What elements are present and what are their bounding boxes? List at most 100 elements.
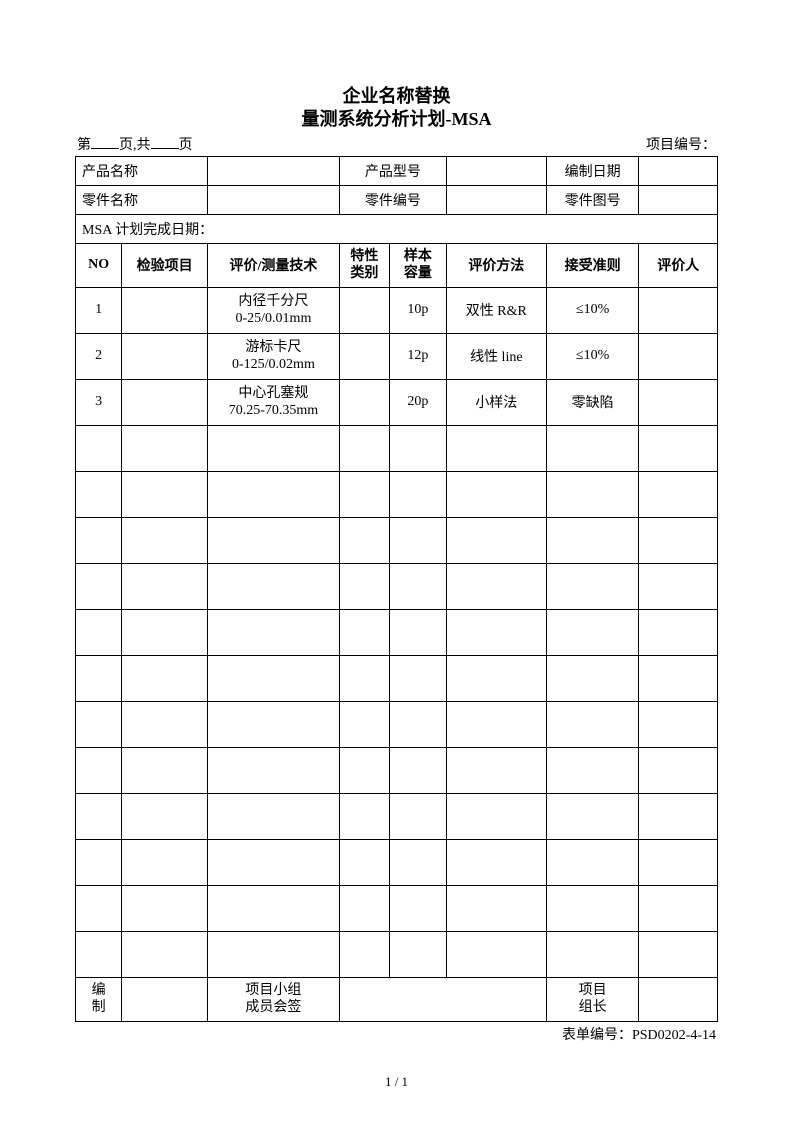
product-model-value	[446, 156, 546, 185]
cell-no	[76, 885, 122, 931]
cell-criteria	[546, 747, 639, 793]
table-row	[76, 885, 718, 931]
table-row	[76, 425, 718, 471]
product-model-label: 产品型号	[339, 156, 446, 185]
cell-person	[639, 287, 718, 333]
table-row	[76, 793, 718, 839]
cell-item	[122, 425, 208, 471]
cell-criteria	[546, 517, 639, 563]
title-block: 企业名称替换 量测系统分析计划-MSA	[75, 85, 718, 132]
cell-item	[122, 563, 208, 609]
leader-label: 项目组长	[546, 977, 639, 1021]
compile-value	[122, 977, 208, 1021]
cell-no: 2	[76, 333, 122, 379]
part-name-value	[207, 185, 339, 214]
cell-sample	[389, 885, 446, 931]
cell-item	[122, 333, 208, 379]
col-char: 特性类别	[339, 243, 389, 287]
form-number: 表单编号：PSD0202-4-14	[75, 1022, 718, 1044]
cell-sample: 10p	[389, 287, 446, 333]
cell-char	[339, 747, 389, 793]
signoff-row: 编制 项目小组成员会签 项目组长	[76, 977, 718, 1021]
cell-method	[446, 701, 546, 747]
cell-criteria	[546, 885, 639, 931]
part-no-label: 零件编号	[339, 185, 446, 214]
cell-person	[639, 931, 718, 977]
cell-item	[122, 287, 208, 333]
top-line: 第页,共页 项目编号：	[75, 134, 718, 156]
cell-person	[639, 425, 718, 471]
cell-no	[76, 655, 122, 701]
cell-method	[446, 563, 546, 609]
table-row: 2游标卡尺0-125/0.02mm12p线性 line≤10%	[76, 333, 718, 379]
cell-no	[76, 471, 122, 517]
cell-person	[639, 701, 718, 747]
cell-criteria	[546, 471, 639, 517]
cell-tech: 内径千分尺0-25/0.01mm	[207, 287, 339, 333]
table-row	[76, 609, 718, 655]
cell-tech	[207, 609, 339, 655]
cell-char	[339, 517, 389, 563]
cell-method	[446, 425, 546, 471]
cell-method	[446, 931, 546, 977]
cell-item	[122, 931, 208, 977]
cell-char	[339, 471, 389, 517]
cell-criteria	[546, 425, 639, 471]
cell-item	[122, 839, 208, 885]
leader-value	[639, 977, 718, 1021]
table-row	[76, 839, 718, 885]
table-row: 3中心孔塞规70.25-70.35mm20p小样法零缺陷	[76, 379, 718, 425]
cell-tech	[207, 563, 339, 609]
page-current-blank	[91, 135, 119, 149]
cell-no	[76, 517, 122, 563]
cell-person	[639, 885, 718, 931]
cell-person	[639, 471, 718, 517]
doc-title: 量测系统分析计划-MSA	[75, 108, 718, 131]
table-row	[76, 701, 718, 747]
cell-sample	[389, 839, 446, 885]
cell-criteria: ≤10%	[546, 333, 639, 379]
cell-sample	[389, 747, 446, 793]
cell-char	[339, 609, 389, 655]
cell-person	[639, 655, 718, 701]
cell-item	[122, 517, 208, 563]
table-row	[76, 563, 718, 609]
col-method: 评价方法	[446, 243, 546, 287]
cell-criteria	[546, 839, 639, 885]
cell-method: 小样法	[446, 379, 546, 425]
cell-no	[76, 609, 122, 655]
cell-tech	[207, 747, 339, 793]
cell-person	[639, 563, 718, 609]
cell-person	[639, 333, 718, 379]
page: 企业名称替换 量测系统分析计划-MSA 第页,共页 项目编号： 产品名称 产品型…	[0, 0, 793, 1122]
cell-tech: 中心孔塞规70.25-70.35mm	[207, 379, 339, 425]
cell-no	[76, 563, 122, 609]
cell-char	[339, 563, 389, 609]
cell-method	[446, 517, 546, 563]
cell-char	[339, 839, 389, 885]
column-header-row: NO 检验项目 评价/测量技术 特性类别 样本容量 评价方法 接受准则 评价人	[76, 243, 718, 287]
cell-char	[339, 885, 389, 931]
cell-criteria	[546, 701, 639, 747]
cell-sample	[389, 701, 446, 747]
cell-method: 线性 line	[446, 333, 546, 379]
page-prefix: 第	[77, 138, 91, 153]
table-row	[76, 471, 718, 517]
cell-method: 双性 R&R	[446, 287, 546, 333]
cell-tech	[207, 793, 339, 839]
cell-tech: 游标卡尺0-125/0.02mm	[207, 333, 339, 379]
company-name: 企业名称替换	[75, 85, 718, 108]
cell-no: 3	[76, 379, 122, 425]
cell-criteria	[546, 563, 639, 609]
cell-tech	[207, 885, 339, 931]
page-number: 1 / 1	[0, 1074, 793, 1090]
table-row	[76, 517, 718, 563]
cell-item	[122, 471, 208, 517]
part-name-label: 零件名称	[76, 185, 208, 214]
cell-no	[76, 747, 122, 793]
info-row-2: 零件名称 零件编号 零件图号	[76, 185, 718, 214]
col-sample: 样本容量	[389, 243, 446, 287]
cell-sample: 20p	[389, 379, 446, 425]
cell-no: 1	[76, 287, 122, 333]
cell-no	[76, 931, 122, 977]
